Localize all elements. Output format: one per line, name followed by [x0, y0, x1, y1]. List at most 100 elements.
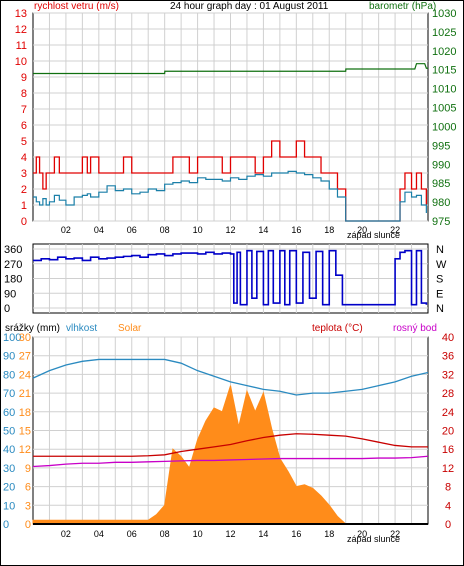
x-tick-label: 12 [225, 529, 235, 539]
sunset-label-top: západ slunce [347, 230, 400, 240]
y-tick-label-right: 985 [432, 178, 450, 190]
y-tick-label-right: 1020 [432, 46, 456, 58]
rain-tick-label: 60 [3, 407, 15, 419]
rain-tick-label: 40 [3, 444, 15, 456]
x-tick-label: 10 [193, 529, 203, 539]
wind-speed-label: rychlost vetru (m/s) [34, 1, 119, 12]
rain-tick-label: 10 [3, 500, 15, 512]
series-area-solar [32, 385, 428, 525]
temperature-tick-label: 28 [442, 388, 454, 400]
x-tick-label: 02 [61, 225, 71, 235]
y-tick-label-right: 980 [432, 197, 450, 209]
direction-tick-label: 0 [4, 303, 10, 315]
direction-tick-label: 270 [4, 259, 22, 271]
rain-tick-label: 30 [3, 463, 15, 475]
y-tick-label-right: 1015 [432, 65, 456, 77]
temperature-tick-label: 32 [442, 369, 454, 381]
y-tick-label-right: 1025 [432, 27, 456, 39]
y-tick-label-right: 975 [432, 216, 450, 228]
y-tick-label-left: 5 [21, 136, 27, 148]
y-tick-label-right: 1010 [432, 84, 456, 96]
x-tick-label: 22 [390, 529, 400, 539]
x-tick-label: 08 [160, 529, 170, 539]
humidity-tick-label: 12 [19, 444, 31, 456]
temperature-tick-label: 0 [445, 519, 451, 531]
x-tick-label: 04 [94, 529, 104, 539]
humidity-tick-label: 27 [19, 351, 31, 363]
series-line-humidity [32, 358, 429, 396]
direction-tick-label: 180 [4, 274, 22, 286]
temperature-tick-label: 8 [445, 482, 451, 494]
rain-tick-label: 80 [3, 369, 15, 381]
series-line-direction [33, 249, 428, 306]
y-tick-label-left: 3 [21, 168, 27, 180]
y-tick-label-left: 12 [15, 24, 27, 36]
compass-tick-label: S [436, 274, 443, 286]
humidity-tick-label: 21 [19, 388, 31, 400]
x-tick-label: 18 [324, 225, 334, 235]
temperature-label: teplota (°C) [312, 323, 363, 334]
compass-tick-label: W [436, 259, 447, 271]
x-tick-label: 12 [225, 225, 235, 235]
y-tick-label-left: 4 [21, 152, 27, 164]
y-tick-label-right: 990 [432, 159, 450, 171]
solar-label: Solar [118, 323, 142, 334]
compass-tick-label: E [436, 288, 443, 300]
humidity-tick-label: 9 [25, 463, 31, 475]
humidity-tick-label: 6 [25, 482, 31, 494]
x-tick-label: 06 [127, 225, 137, 235]
rain-tick-label: 20 [3, 482, 15, 494]
compass-tick-label: N [436, 303, 444, 315]
temperature-tick-label: 4 [445, 500, 451, 512]
y-tick-label-right: 995 [432, 140, 450, 152]
humidity-tick-label: 0 [25, 519, 31, 531]
rain-tick-label: 50 [3, 426, 15, 438]
humidity-tick-label: 3 [25, 500, 31, 512]
rain-tick-label: 0 [3, 519, 9, 531]
x-tick-label: 16 [291, 529, 301, 539]
y-tick-label-left: 9 [21, 72, 27, 84]
rain-label: srážky (mm) [5, 323, 60, 334]
chart-title: 24 hour graph day : 01 August 2011 [170, 1, 329, 12]
y-tick-label-right: 1000 [432, 121, 456, 133]
y-tick-label-left: 0 [21, 216, 27, 228]
x-tick-label: 02 [61, 529, 71, 539]
x-tick-label: 16 [291, 225, 301, 235]
direction-tick-label: 360 [4, 244, 22, 256]
y-tick-label-left: 13 [15, 8, 27, 20]
humidity-tick-label: 30 [19, 332, 31, 344]
temperature-tick-label: 16 [442, 444, 454, 456]
temperature-tick-label: 24 [442, 407, 454, 419]
series-line-temperature [33, 433, 428, 457]
compass-tick-label: N [436, 244, 444, 256]
temperature-tick-label: 20 [442, 426, 454, 438]
x-tick-label: 10 [193, 225, 203, 235]
humidity-label: vlhkost [66, 323, 97, 334]
series-line-wind [33, 170, 427, 222]
x-tick-label: 14 [258, 529, 268, 539]
rain-tick-label: 70 [3, 388, 15, 400]
y-tick-label-left: 2 [21, 184, 27, 196]
x-tick-label: 14 [258, 225, 268, 235]
temperature-tick-label: 36 [442, 351, 454, 363]
series-line-barometer [33, 63, 428, 75]
x-tick-label: 18 [324, 529, 334, 539]
y-tick-label-left: 11 [16, 40, 27, 52]
humidity-tick-label: 24 [19, 369, 31, 381]
x-tick-label: 06 [127, 529, 137, 539]
barometer-label: barometr (hPa) [369, 1, 436, 12]
y-tick-label-left: 7 [21, 104, 27, 116]
x-tick-label: 08 [160, 225, 170, 235]
sunset-label-bottom: západ slunce [347, 534, 400, 544]
dewpoint-label: rosný bod [393, 323, 437, 334]
y-tick-label-left: 1 [21, 200, 27, 212]
rain-tick-label: 100 [3, 332, 21, 344]
y-tick-label-right: 1005 [432, 103, 456, 115]
rain-tick-label: 90 [3, 351, 15, 363]
x-tick-label: 22 [390, 225, 400, 235]
x-tick-label: 04 [94, 225, 104, 235]
y-tick-label-right: 1030 [432, 8, 456, 20]
x-tick-label: 20 [357, 529, 367, 539]
